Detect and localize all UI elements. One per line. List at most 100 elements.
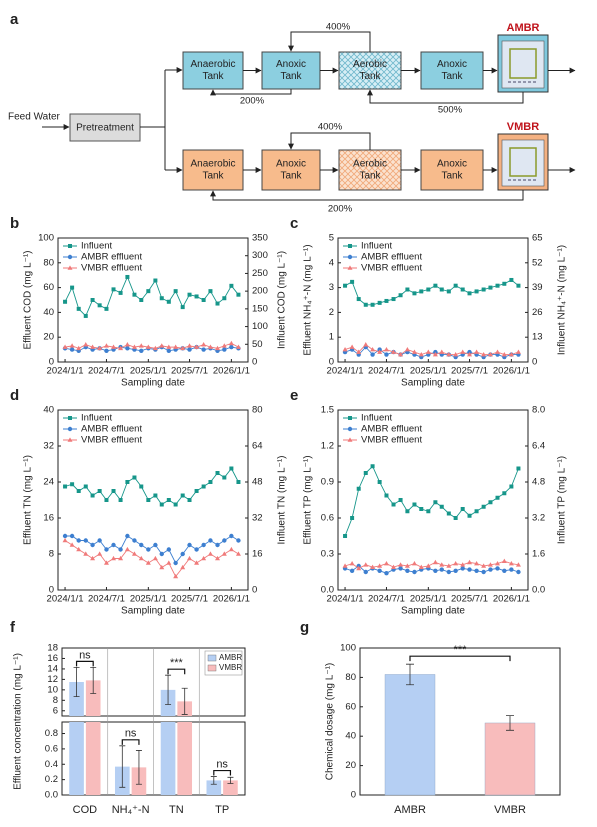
data-point xyxy=(139,484,144,489)
data-point xyxy=(508,561,514,566)
bar xyxy=(160,689,176,795)
data-point xyxy=(419,507,424,511)
data-point xyxy=(405,509,410,514)
recycle-label: 200% xyxy=(240,96,265,107)
feed-label: Feed Water xyxy=(8,112,61,123)
data-point xyxy=(180,493,185,498)
axis-title: Sampling date xyxy=(401,606,465,617)
y-tick-label: 0.6 xyxy=(45,743,58,754)
data-point xyxy=(488,285,493,290)
y-tick-label: 32 xyxy=(43,441,54,452)
tank-label: Aerobic xyxy=(353,159,387,170)
data-point xyxy=(62,533,68,539)
data-point xyxy=(63,299,68,304)
data-point xyxy=(515,349,521,354)
y-tick-label: 8.0 xyxy=(532,405,545,416)
data-point xyxy=(222,538,227,543)
data-point xyxy=(453,561,459,566)
data-point xyxy=(495,349,501,354)
data-point xyxy=(418,351,424,357)
data-point xyxy=(404,563,410,568)
data-point xyxy=(509,277,514,282)
y-tick-label: 0 xyxy=(351,790,356,801)
data-point xyxy=(383,347,389,352)
data-point xyxy=(125,274,130,279)
panel-label: d xyxy=(10,387,19,404)
data-point xyxy=(426,509,431,514)
data-point xyxy=(145,344,151,349)
data-point xyxy=(215,471,220,475)
data-point xyxy=(76,489,81,493)
data-point xyxy=(222,475,227,480)
y-tick-label: 26 xyxy=(532,307,543,318)
y-tick-label: 0.0 xyxy=(532,585,545,596)
significance-bracket xyxy=(213,769,232,776)
data-point xyxy=(343,534,348,538)
legend-marker xyxy=(67,254,73,260)
y-tick-label: 50 xyxy=(252,339,263,350)
data-point xyxy=(229,344,234,350)
plot-frame xyxy=(337,409,529,591)
data-point xyxy=(412,569,417,575)
data-point xyxy=(62,537,68,543)
bar xyxy=(223,780,238,795)
data-point xyxy=(222,347,227,352)
data-point xyxy=(201,555,207,561)
data-point xyxy=(222,296,227,301)
y-tick-label: 40 xyxy=(345,731,356,742)
data-point xyxy=(111,542,116,548)
legend-swatch xyxy=(207,654,217,662)
data-point xyxy=(350,516,355,520)
data-point xyxy=(425,563,431,568)
data-point xyxy=(495,561,501,566)
axis-title: Influent NH₄⁺-N (mg L⁻¹) xyxy=(557,245,568,355)
data-point xyxy=(439,567,444,572)
data-point xyxy=(425,349,431,354)
data-point xyxy=(356,297,361,302)
data-point xyxy=(159,564,165,570)
data-point xyxy=(398,562,404,567)
y-tick-label: 1.5 xyxy=(321,405,334,416)
series-line xyxy=(64,275,239,317)
data-point xyxy=(391,297,396,302)
data-point xyxy=(118,498,123,502)
data-point xyxy=(194,560,200,565)
panel-label: b xyxy=(10,215,19,232)
error-bar xyxy=(135,750,142,785)
data-point xyxy=(350,279,355,284)
data-point xyxy=(432,559,438,565)
y-tick-label: 0 xyxy=(49,585,54,596)
error-bar xyxy=(90,666,97,694)
bar xyxy=(384,674,436,796)
data-point xyxy=(180,305,185,310)
axis-title: Sampling date xyxy=(121,606,185,617)
x-tick-label: 2024/1/1 xyxy=(47,594,84,605)
y-tick-label: 0 xyxy=(49,357,54,368)
legend-label: VMBR effluent xyxy=(81,435,142,446)
y-tick-label: 64 xyxy=(252,441,263,452)
series-line xyxy=(64,467,239,506)
y-tick-label: 0.4 xyxy=(45,759,58,770)
data-point xyxy=(69,542,75,547)
data-point xyxy=(487,351,493,357)
x-tick-label: 2024/7/1 xyxy=(88,366,125,377)
data-point xyxy=(432,351,438,357)
data-point xyxy=(356,486,361,491)
data-point xyxy=(236,292,241,297)
data-point xyxy=(83,551,89,556)
data-point xyxy=(370,347,376,352)
pretreatment-label: Pretreatment xyxy=(76,123,134,134)
data-point xyxy=(166,498,171,502)
data-point xyxy=(411,561,417,566)
data-point xyxy=(501,558,507,563)
legend-label: Influent xyxy=(81,413,113,424)
data-point xyxy=(377,480,382,484)
data-point xyxy=(383,561,389,566)
data-point xyxy=(356,565,362,571)
y-tick-label: 13 xyxy=(532,332,543,343)
significance-bracket xyxy=(121,739,140,745)
data-point xyxy=(370,302,375,307)
panel-label: c xyxy=(290,215,298,232)
data-point xyxy=(236,538,241,543)
data-point xyxy=(132,538,137,543)
